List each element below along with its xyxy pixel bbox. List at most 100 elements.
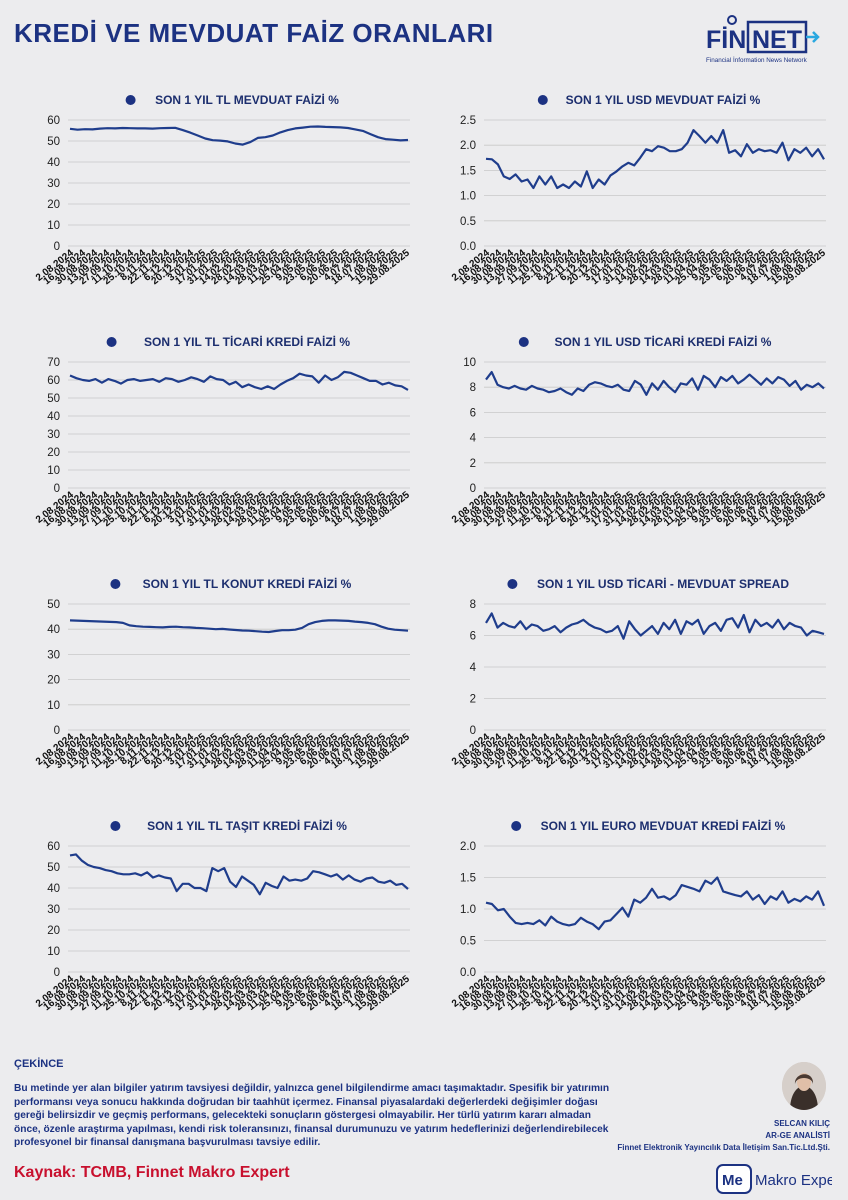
y-tick-label: 20 (47, 447, 60, 459)
series-line (485, 876, 826, 931)
makro-expert-logo: Me Makro Expert (716, 1164, 845, 1194)
logo-fin-text: FİN (706, 26, 746, 54)
logo-net-text: NET (752, 26, 802, 54)
chart-title: SON 1 YIL TL TAŞIT KREDİ FAİZİ % (147, 818, 347, 833)
y-tick-label: 2.0 (460, 140, 476, 152)
chart-tl-ticari-kredi: SON 1 YIL TL TİCARİ KREDİ FAİZİ % 0 10 20 30… (18, 328, 418, 568)
y-tick-label: 1.5 (460, 873, 476, 885)
y-tick-label: 8 (470, 599, 476, 611)
makro-expert-text: Makro Expert (755, 1172, 832, 1189)
chart-svg: SON 1 YIL TL MEVDUAT FAİZİ % 0 10 20 30 40 50 6… (34, 92, 412, 287)
chart-title: SON 1 YIL EURO MEVDUAT KREDİ FAİZİ % (541, 818, 786, 833)
y-tick-label: 10 (463, 357, 476, 369)
author-company: Finnet Elektronik Yayıncılık Data İletiş… (617, 1143, 830, 1152)
y-tick-label: 0 (54, 241, 60, 253)
y-tick-label: 2.0 (460, 841, 476, 853)
title-bullet-icon (110, 579, 121, 589)
y-tick-label: 0.0 (460, 241, 476, 253)
y-tick-label: 30 (47, 649, 60, 661)
y-tick-label: 30 (47, 429, 60, 441)
series-line (69, 125, 409, 146)
chart-svg: SON 1 YIL TL TAŞIT KREDİ FAİZİ % 0 10 20 30 4… (34, 818, 412, 1013)
y-tick-label: 0 (54, 483, 60, 495)
chart-title: SON 1 YIL TL MEVDUAT FAİZİ % (155, 92, 339, 107)
y-tick-label: 60 (47, 115, 60, 127)
y-tick-label: 4 (470, 662, 477, 674)
chart-svg: SON 1 YIL USD TİCARİ KREDİ FAİZİ % 0 2 4 6 8 1… (450, 334, 828, 529)
finnet-logo-mark: FİN NET Financial İnformation News Netwo… (706, 15, 820, 64)
y-tick-label: 4 (470, 433, 477, 445)
series-line (69, 619, 409, 634)
title-bullet-icon (518, 337, 529, 347)
series-line (485, 370, 825, 396)
title-bullet-icon (507, 579, 518, 589)
chart-svg: SON 1 YIL TL KONUT KREDİ FAİZİ % 0 10 20 30 4… (34, 576, 412, 771)
title-bullet-icon (537, 95, 548, 105)
y-tick-label: 40 (47, 624, 60, 636)
y-tick-label: 8 (470, 382, 476, 394)
series-line (485, 612, 825, 640)
y-tick-label: 30 (47, 904, 60, 916)
chart-tl-tasit-kredi: SON 1 YIL TL TAŞIT KREDİ FAİZİ % 0 10 20 30 4… (18, 812, 418, 1052)
title-bullet-icon (511, 821, 522, 831)
y-tick-label: 1.0 (460, 191, 476, 203)
y-tick-label: 10 (47, 700, 60, 712)
chart-title: SON 1 YIL TL TİCARİ KREDİ FAİZİ % (144, 334, 350, 349)
y-tick-label: 6 (470, 631, 476, 643)
y-tick-label: 2 (470, 694, 476, 706)
disclaimer-body: Bu metinde yer alan bilgiler yatırım tav… (14, 1083, 610, 1149)
me-text: Me (722, 1172, 743, 1189)
chart-euro-mevduat: SON 1 YIL EURO MEVDUAT KREDİ FAİZİ % 0.0 0… (434, 812, 834, 1052)
disclaimer-title: ÇEKİNCE (14, 1058, 64, 1070)
y-tick-label: 10 (47, 220, 60, 232)
chart-title: SON 1 YIL USD MEVDUAT FAİZİ % (566, 92, 761, 107)
chart-title: SON 1 YIL TL KONUT KREDİ FAİZİ % (143, 576, 352, 591)
series-line (69, 370, 409, 391)
y-tick-label: 0 (470, 483, 476, 495)
author-role: AR-GE ANALİSTİ (765, 1131, 830, 1140)
y-tick-label: 0 (54, 725, 60, 737)
y-tick-label: 40 (47, 411, 60, 423)
y-tick-label: 1.5 (460, 165, 476, 177)
source-note: Kaynak: TCMB, Finnet Makro Expert (14, 1164, 290, 1181)
chart-svg: SON 1 YIL USD MEVDUAT FAİZİ % 0.0 0.5 1.0 1.… (450, 92, 828, 287)
series-line (485, 128, 825, 190)
chart-usd-mevduat: SON 1 YIL USD MEVDUAT FAİZİ % 0.0 0.5 1.0 1.… (434, 86, 834, 326)
page-title: KREDİ VE MEVDUAT FAİZ ORANLARI (14, 18, 494, 48)
y-tick-label: 2 (470, 458, 476, 470)
y-tick-label: 60 (47, 375, 60, 387)
title-bullet-icon (125, 95, 136, 105)
y-tick-label: 10 (47, 465, 60, 477)
y-tick-label: 2.5 (460, 115, 476, 127)
y-tick-label: 0 (470, 725, 476, 737)
logo-tagline: Financial İnformation News Network (706, 55, 808, 64)
y-tick-label: 6 (470, 407, 476, 419)
y-tick-label: 0.5 (460, 936, 476, 948)
author-avatar (782, 1062, 826, 1110)
chart-title: SON 1 YIL USD TİCARİ KREDİ FAİZİ % (555, 334, 772, 349)
chart-usd-spread: SON 1 YIL USD TİCARİ - MEVDUAT SPREAD 0 2 4… (434, 570, 834, 810)
title-bullet-icon (110, 821, 121, 831)
finnet-logo: FİN NET Financial İnformation News Netwo… (702, 14, 822, 66)
chart-svg: SON 1 YIL TL TİCARİ KREDİ FAİZİ % 0 10 20 30… (34, 334, 412, 529)
y-tick-label: 40 (47, 157, 60, 169)
y-tick-label: 1.0 (460, 904, 476, 916)
y-tick-label: 60 (47, 841, 60, 853)
y-tick-label: 50 (47, 393, 60, 405)
title-bullet-icon (106, 337, 117, 347)
y-tick-label: 50 (47, 599, 60, 611)
y-tick-label: 0 (54, 967, 60, 979)
y-tick-label: 40 (47, 883, 60, 895)
chart-tl-konut-kredi: SON 1 YIL TL KONUT KREDİ FAİZİ % 0 10 20 30 4… (18, 570, 418, 810)
y-tick-label: 50 (47, 862, 60, 874)
author-name: SELCAN KILIÇ (774, 1119, 830, 1128)
chart-svg: SON 1 YIL EURO MEVDUAT KREDİ FAİZİ % 0.0 0… (450, 818, 828, 1013)
y-tick-label: 70 (47, 357, 60, 369)
y-tick-label: 0.5 (460, 216, 476, 228)
y-tick-label: 20 (47, 199, 60, 211)
chart-tl-mevduat: SON 1 YIL TL MEVDUAT FAİZİ % 0 10 20 30 40 50 6… (18, 86, 418, 326)
chart-usd-ticari-kredi: SON 1 YIL USD TİCARİ KREDİ FAİZİ % 0 2 4 6 8 1… (434, 328, 834, 568)
y-tick-label: 20 (47, 925, 60, 937)
series-line (69, 853, 409, 896)
makro-expert-mark: Me Makro Expert (716, 1164, 845, 1194)
